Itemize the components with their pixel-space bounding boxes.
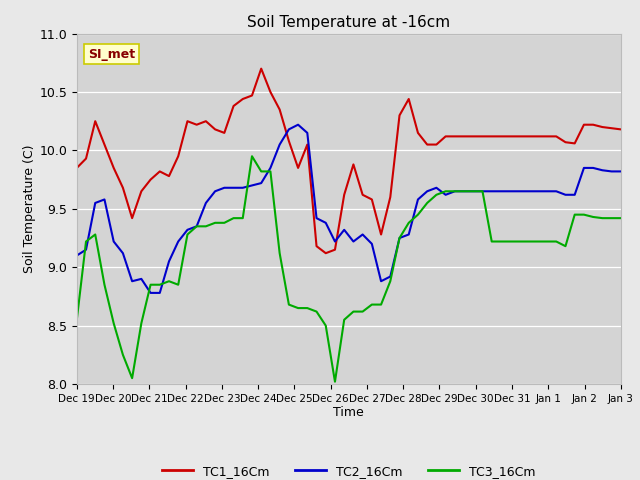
X-axis label: Time: Time [333, 407, 364, 420]
Y-axis label: Soil Temperature (C): Soil Temperature (C) [24, 144, 36, 273]
Title: Soil Temperature at -16cm: Soil Temperature at -16cm [247, 15, 451, 30]
Legend: TC1_16Cm, TC2_16Cm, TC3_16Cm: TC1_16Cm, TC2_16Cm, TC3_16Cm [157, 460, 540, 480]
Text: SI_met: SI_met [88, 48, 135, 60]
